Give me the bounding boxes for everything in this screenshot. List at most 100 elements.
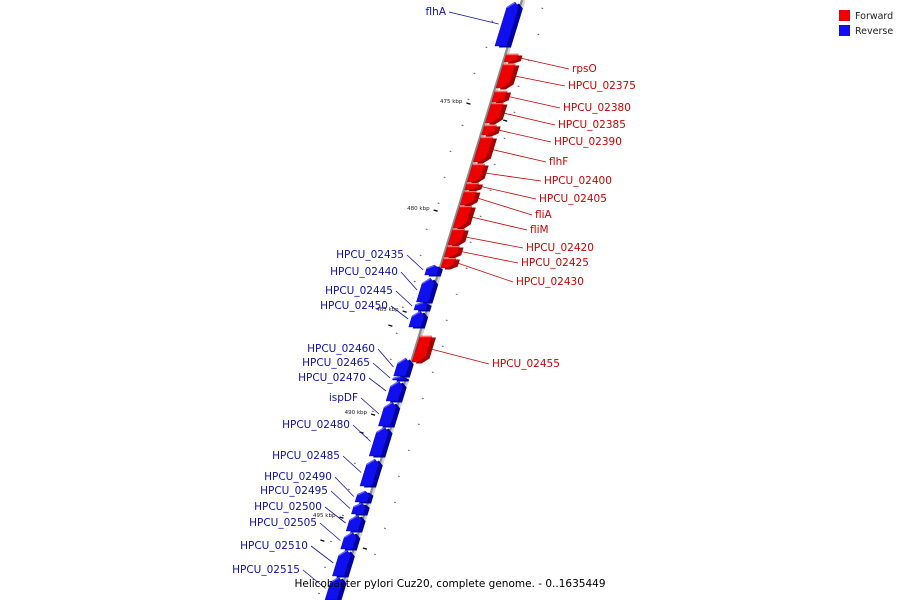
gene-label: flhA	[426, 6, 447, 18]
gene-label: HPCU_02505	[249, 517, 317, 529]
gene-label: HPCU_02450	[320, 300, 388, 312]
gene-hpcu_02470[interactable]	[385, 380, 407, 403]
gene-hpcu_02460[interactable]	[393, 357, 414, 378]
minor-tick	[425, 228, 428, 231]
gene-arrow-highlight	[392, 376, 401, 380]
minor-tick	[393, 501, 396, 504]
gene-hpcu_02510[interactable]	[332, 549, 355, 578]
major-tick	[388, 324, 393, 327]
kbp-tick-label: 480 kbp	[407, 206, 430, 212]
gene-leader-line	[480, 186, 537, 200]
major-tick	[402, 310, 407, 313]
gene-leader-line	[448, 11, 499, 25]
gene-hpcu_02465[interactable]	[392, 375, 410, 382]
gene-arrow-highlight	[390, 381, 399, 388]
gene-hpcu_02505[interactable]	[340, 531, 361, 551]
minor-tick	[373, 553, 376, 556]
major-tick	[339, 516, 344, 519]
minor-tick	[419, 254, 422, 257]
gene-hpcu_02440[interactable]	[416, 277, 439, 304]
gene-hpcu_02420[interactable]	[447, 228, 469, 247]
minor-tick	[493, 163, 496, 166]
gene-leader-line	[471, 216, 528, 231]
gene-hpcu_02515[interactable]	[324, 576, 347, 600]
gene-flha[interactable]	[494, 1, 523, 48]
gene-hpcu_02480[interactable]	[368, 426, 393, 458]
gene-leader-line	[492, 149, 547, 163]
gene-label: fliM	[530, 224, 549, 236]
gene-label: HPCU_02385	[558, 119, 626, 131]
gene-arrow-highlight	[338, 550, 348, 557]
gene-arrow-highlight	[411, 311, 421, 317]
gene-hpcu_02495[interactable]	[351, 502, 370, 516]
minor-tick	[445, 319, 448, 322]
gene-label: HPCU_02440	[330, 266, 398, 278]
gene-leader-line	[514, 75, 566, 87]
minor-tick	[485, 46, 488, 49]
major-tick	[502, 119, 508, 122]
minor-tick	[491, 20, 494, 23]
gene-arrow-highlight	[376, 427, 385, 434]
gene-hpcu_02450[interactable]	[408, 310, 429, 329]
gene-hpcu_02385[interactable]	[485, 102, 508, 125]
gene-hpcu_02455[interactable]	[411, 335, 436, 364]
gene-arrow-highlight	[421, 278, 431, 285]
minor-tick	[397, 475, 400, 478]
gene-label: HPCU_02380	[563, 102, 631, 114]
gene-ispdf[interactable]	[378, 401, 401, 428]
gene-hpcu_02390[interactable]	[481, 124, 501, 137]
gene-hpcu_02430[interactable]	[440, 257, 460, 270]
gene-flhf[interactable]	[473, 136, 497, 164]
gene-hpcu_02500[interactable]	[345, 514, 366, 533]
gene-flia[interactable]	[459, 190, 481, 207]
gene-label: HPCU_02495	[260, 485, 328, 497]
major-tick	[362, 547, 368, 550]
kbp-tick-label: 490 kbp	[345, 410, 368, 416]
genome-caption: Helicobacter pylori Cuz20, complete geno…	[294, 578, 605, 590]
minor-tick	[461, 124, 464, 127]
minor-tick	[441, 345, 444, 348]
gene-leader-line	[324, 506, 346, 524]
gene-label: HPCU_02420	[526, 242, 594, 254]
gene-hpcu_02490[interactable]	[354, 490, 374, 504]
minor-tick	[513, 111, 516, 114]
gene-hpcu_02405[interactable]	[464, 182, 483, 192]
minor-tick	[465, 267, 468, 270]
gene-leader-line	[334, 476, 355, 497]
gene-leader-line	[498, 129, 552, 143]
gene-arrow-highlight	[366, 459, 376, 466]
gene-hpcu_02485[interactable]	[359, 458, 383, 488]
gene-arrow-highlight	[415, 302, 424, 306]
minor-tick	[473, 72, 476, 75]
gene-leader-line	[377, 348, 394, 368]
gene-label: HPCU_02445	[325, 285, 393, 297]
minor-tick	[353, 462, 356, 465]
gene-leader-line	[372, 362, 391, 379]
minor-tick	[413, 280, 416, 283]
minor-tick	[341, 514, 344, 517]
gene-flim[interactable]	[452, 205, 476, 230]
ruler-ticks: 475 kbp 480 kbp 485 kbp 490 kbp 495 kbp	[313, 7, 544, 595]
gene-hpcu_02435[interactable]	[424, 264, 443, 277]
gene-hpcu_02380[interactable]	[491, 90, 512, 104]
legend-reverse-label: Reverse	[855, 26, 893, 37]
gene-hpcu_02400[interactable]	[466, 163, 489, 184]
kbp-tick-label: 475 kbp	[440, 99, 463, 105]
minor-tick	[383, 527, 386, 530]
gene-label: ispDF	[329, 392, 358, 404]
gene-rpso[interactable]	[503, 53, 523, 64]
minor-tick	[417, 423, 420, 426]
minor-tick	[395, 332, 398, 335]
gene-leader-line	[395, 290, 413, 307]
legend-reverse-swatch	[839, 25, 850, 36]
gene-labels: flhA rpsO HPCU_02375 HPCU_02380 HPCU_02385 HP…	[232, 6, 636, 589]
gene-leader-line	[368, 377, 387, 392]
gene-hpcu_02375[interactable]	[495, 63, 520, 90]
major-tick	[320, 539, 325, 542]
gene-label: HPCU_02510	[240, 540, 308, 552]
minor-tick	[503, 137, 506, 140]
gene-hpcu_02425[interactable]	[443, 245, 464, 259]
gene-hpcu_02445[interactable]	[413, 301, 432, 312]
strand-legend: Forward Reverse	[839, 10, 893, 37]
